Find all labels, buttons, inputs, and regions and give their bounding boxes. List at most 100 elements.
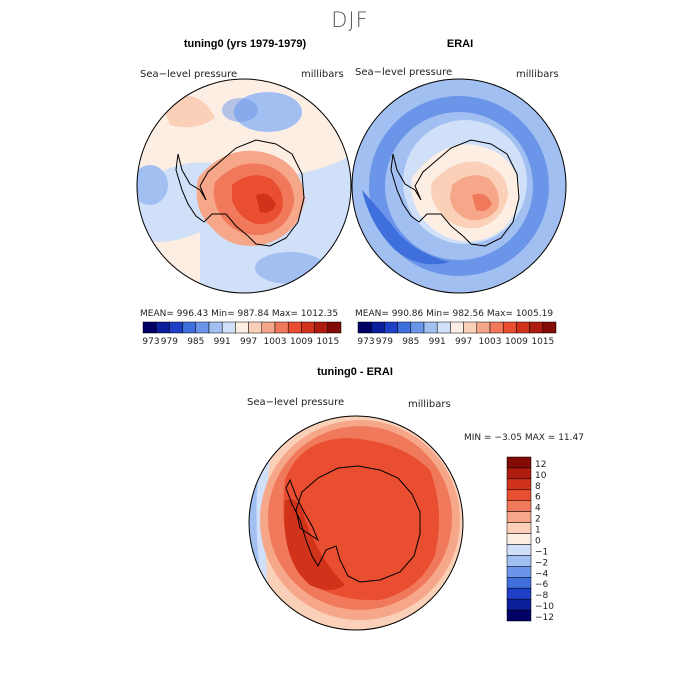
colorbar-obs-tick-label: 1003 — [479, 337, 502, 347]
colorbar-diff-tick-label: −2 — [535, 558, 548, 568]
colorbar-obs-tick-label: 973 — [357, 337, 374, 347]
colorbar-diff-swatch-9 — [506, 555, 532, 567]
colorbar-model-tick-label: 1009 — [290, 337, 313, 347]
colorbar-model-swatch-10 — [274, 321, 289, 334]
colorbar-diff-tick-label: 4 — [535, 504, 541, 514]
map-model-low-s — [255, 252, 325, 284]
colorbar-diff-swatch-14 — [506, 609, 532, 622]
colorbar-diff-swatch-13 — [506, 598, 532, 611]
colorbar-diff-tick-label: −8 — [535, 591, 549, 601]
colorbar-model-tick-label: 1003 — [264, 337, 287, 347]
colorbar-diff-tick-label: 6 — [535, 493, 541, 503]
colorbar-diff-swatch-0 — [506, 456, 532, 469]
colorbar-model: 973 979 985 991 997 1003 1009 1015 — [142, 321, 342, 347]
map-obs-band-1006 — [472, 193, 492, 212]
colorbar-obs-swatch-6 — [436, 321, 451, 334]
map-diff-band-10 — [284, 499, 345, 590]
colorbar-diff-tick-label: 8 — [535, 482, 541, 492]
colorbar-model-swatch-11 — [287, 321, 302, 334]
coastline-model — [175, 139, 305, 247]
panel-title-model: tuning0 (yrs 1979-1979) — [183, 38, 307, 50]
colorbar-model-swatch-12 — [301, 321, 315, 334]
colorbar-diff-tick-label: 12 — [535, 460, 546, 470]
colorbar-diff-tick-label: −6 — [535, 580, 549, 590]
colorbar-diff-tick-label: −10 — [535, 602, 554, 612]
colorbar-model-swatch-4 — [195, 321, 210, 334]
stats-obs: MEAN= 990.86 Min= 982.56 Max= 1005.19 — [355, 309, 554, 319]
colorbar-obs-swatch-0 — [357, 321, 372, 334]
colorbar-model-tick-label: 979 — [161, 337, 178, 347]
colorbar-obs-swatch-10 — [489, 321, 504, 334]
units-label-diff: millibars — [408, 399, 451, 410]
colorbar-model-swatch-6 — [221, 321, 236, 334]
colorbar-obs-swatch-8 — [463, 321, 478, 334]
colorbar-obs: 973 979 985 991 997 1003 1009 1015 — [357, 321, 557, 347]
colorbar-obs-tick-label: 991 — [429, 337, 446, 347]
colorbar-model-swatch-9 — [261, 321, 276, 334]
map-diff-boundary — [248, 415, 464, 631]
colorbar-model-swatch-13 — [314, 321, 329, 334]
colorbar-model-swatch-1 — [155, 321, 170, 334]
panel-title-diff: tuning0 - ERAI — [317, 366, 393, 378]
map-model-boundary — [136, 78, 352, 294]
map-obs-boundary — [351, 78, 567, 294]
colorbar-obs-swatch-9 — [476, 321, 491, 334]
colorbar-diff-swatch-4 — [506, 500, 532, 512]
colorbar-diff-swatch-8 — [506, 544, 532, 556]
colorbar-diff-swatch-12 — [506, 587, 532, 600]
colorbar-diff-swatch-5 — [506, 511, 532, 523]
colorbar-model-swatch-3 — [182, 321, 197, 334]
colorbar-diff-swatch-10 — [506, 566, 532, 578]
colorbar-diff-swatch-7 — [506, 533, 532, 545]
stats-diff: MIN = −3.05 MAX = 11.47 — [464, 433, 584, 443]
colorbar-diff-tick-label: −12 — [535, 613, 554, 623]
colorbar-model-swatch-14 — [327, 321, 342, 334]
colorbar-diff-swatch-6 — [506, 522, 532, 534]
colorbar-model-swatch-8 — [248, 321, 263, 334]
colorbar-obs-swatch-7 — [450, 321, 464, 334]
colorbar-obs-swatch-2 — [384, 321, 398, 334]
colorbar-diff-tick-label: 0 — [535, 536, 541, 546]
figure-title: DJF — [331, 8, 369, 32]
colorbar-model-tick-label: 1015 — [316, 337, 339, 347]
colorbar-obs-swatch-13 — [529, 321, 544, 334]
colorbar-model-tick-label: 997 — [240, 337, 257, 347]
colorbar-obs-tick-label: 1015 — [531, 337, 554, 347]
colorbar-obs-swatch-4 — [410, 321, 425, 334]
map-obs — [352, 79, 566, 293]
field-label-diff: Sea−level pressure — [247, 397, 345, 408]
map-model — [137, 79, 351, 293]
colorbar-obs-tick-label: 997 — [455, 337, 472, 347]
colorbar-obs-swatch-3 — [397, 321, 412, 334]
colorbar-diff-swatch-3 — [506, 489, 532, 501]
colorbar-diff-swatch-2 — [506, 478, 532, 491]
coastline-obs — [390, 139, 520, 247]
map-model-low-w — [137, 165, 168, 205]
colorbar-obs-swatch-11 — [502, 321, 517, 334]
units-label-obs: millibars — [516, 69, 559, 80]
colorbar-model-swatch-5 — [208, 321, 223, 334]
colorbar-model-swatch-7 — [235, 321, 249, 334]
colorbar-diff-tick-label: 1 — [535, 526, 541, 536]
field-label-model: Sea−level pressure — [140, 69, 238, 80]
map-diff-neg-w — [249, 416, 259, 630]
map-diff — [249, 416, 463, 630]
colorbar-model-swatch-2 — [169, 321, 183, 334]
coastline-diff — [285, 465, 421, 583]
field-label-obs: Sea−level pressure — [355, 67, 453, 78]
colorbar-diff-tick-label: 2 — [535, 515, 541, 525]
map-model-low-n-core — [222, 98, 258, 122]
colorbar-obs-tick-label: 979 — [376, 337, 393, 347]
colorbar-diff-tick-label: −4 — [535, 569, 549, 579]
colorbar-obs-swatch-14 — [542, 321, 557, 334]
panel-title-obs: ERAI — [446, 38, 474, 50]
stats-model: MEAN= 996.43 Min= 987.84 Max= 1012.35 — [140, 309, 339, 319]
units-label-model: millibars — [301, 69, 344, 80]
colorbar-obs-tick-label: 985 — [402, 337, 419, 347]
map-model-high-1012 — [256, 193, 276, 213]
colorbar-obs-swatch-5 — [423, 321, 438, 334]
colorbar-diff-swatch-11 — [506, 577, 532, 589]
colorbar-obs-tick-label: 1009 — [505, 337, 528, 347]
